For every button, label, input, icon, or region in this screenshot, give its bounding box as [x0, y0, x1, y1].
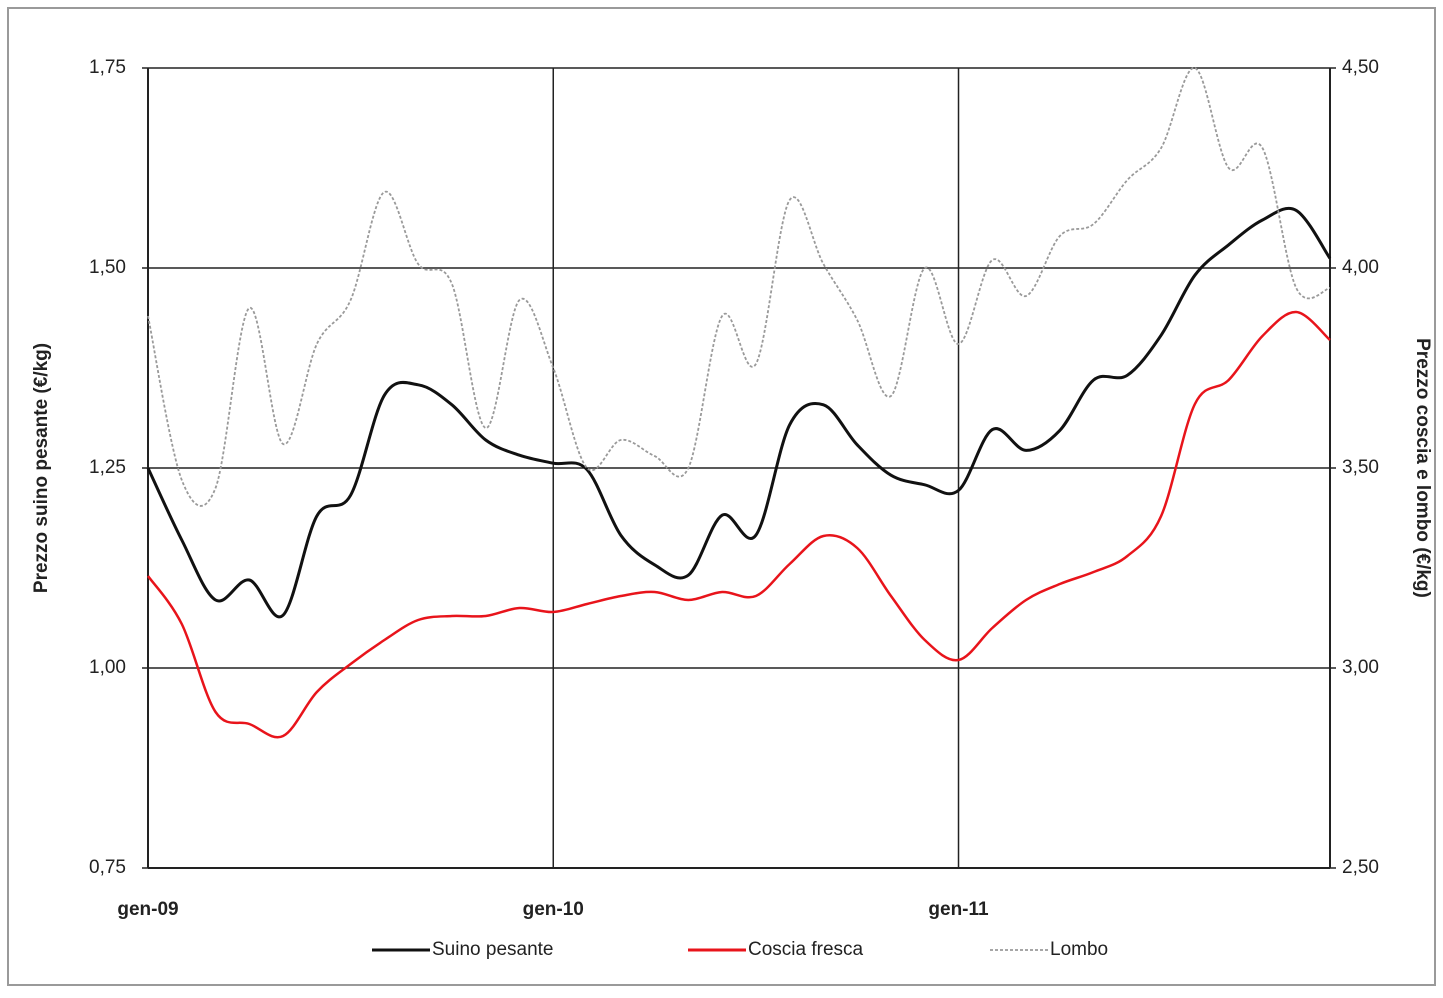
legend-label: Suino pesante [432, 939, 554, 960]
series-line [146, 310, 1331, 739]
y-tick-label: 0,75 [89, 857, 126, 878]
series-line [147, 67, 1331, 507]
x-tick-label: gen-11 [928, 899, 989, 920]
series-line [146, 206, 1332, 619]
y2-axis-label: Prezzo coscia e lombo (€/kg) [1412, 338, 1433, 598]
legend-label: Coscia fresca [748, 939, 864, 960]
chart-frame [7, 7, 1436, 986]
y-tick-label: 1,25 [89, 457, 126, 478]
x-tick-label: gen-10 [523, 899, 584, 920]
legend-label: Lombo [1050, 939, 1108, 960]
y2-tick-label: 2,50 [1342, 857, 1379, 878]
y-tick-label: 1,75 [89, 57, 126, 78]
y-tick-label: 1,50 [89, 257, 126, 278]
y2-tick-label: 3,50 [1342, 457, 1379, 478]
y2-tick-label: 4,00 [1342, 257, 1379, 278]
y-tick-label: 1,00 [89, 657, 126, 678]
y2-tick-label: 3,00 [1342, 657, 1379, 678]
y2-tick-label: 4,50 [1342, 57, 1379, 78]
y-axis-label: Prezzo suino pesante (€/kg) [31, 343, 52, 593]
x-tick-label: gen-09 [117, 899, 178, 920]
